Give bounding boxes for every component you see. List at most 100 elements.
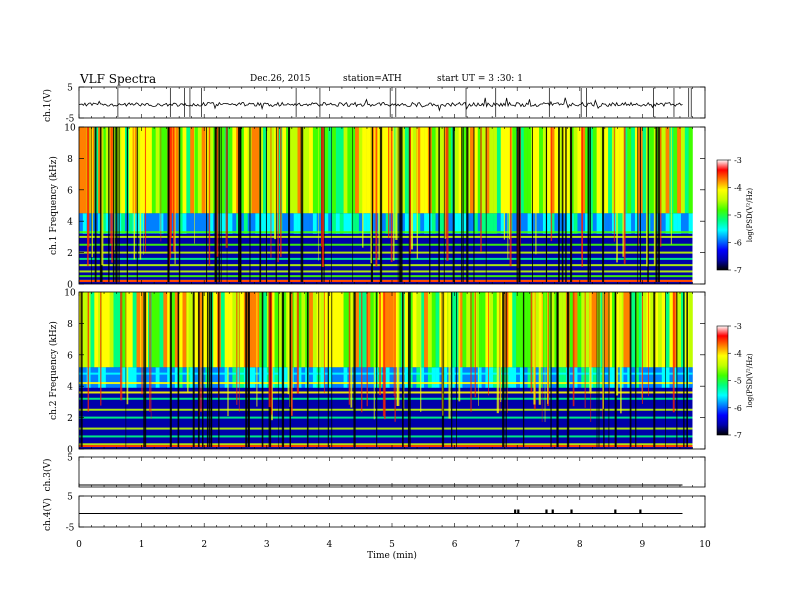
spectrogram-event xyxy=(206,292,209,447)
x-tick-label: 4 xyxy=(327,540,333,550)
spectrogram-event xyxy=(173,127,176,252)
spectrogram-column-mid xyxy=(504,213,509,234)
spectrogram-column-mid xyxy=(312,213,318,234)
spectrogram-column-mid xyxy=(631,213,636,234)
spectrogram-event xyxy=(446,127,449,261)
spectrogram-column xyxy=(240,127,245,214)
spectrogram-column-mid xyxy=(562,213,567,234)
spectrogram-column xyxy=(416,127,421,214)
spectrogram-column-mid xyxy=(266,213,272,234)
spectrogram-column xyxy=(477,127,482,214)
spectrogram-column xyxy=(608,292,613,368)
spectrogram-column-mid xyxy=(604,367,609,388)
spectrogram-column xyxy=(462,292,467,368)
spectrogram-column-mid xyxy=(404,213,410,234)
spectrogram-event xyxy=(533,292,536,405)
spectrogram-column-mid xyxy=(458,213,463,234)
spectrogram-column-mid xyxy=(243,213,249,234)
spectrogram-column xyxy=(523,127,528,214)
spectrogram-column xyxy=(274,292,279,368)
station-label: station=ATH xyxy=(343,74,402,84)
spectrogram-column-mid xyxy=(489,367,494,388)
spectrogram-column-mid xyxy=(627,367,632,388)
spectrogram-event xyxy=(616,127,618,263)
spectrogram-column xyxy=(631,292,636,368)
spectrogram-column-mid xyxy=(343,213,348,234)
spectrogram-column xyxy=(335,292,341,368)
spectrogram-column-mid xyxy=(259,213,264,234)
spectrogram-event xyxy=(192,292,195,447)
spectrogram-column xyxy=(232,127,237,214)
spectrogram-column xyxy=(297,127,302,214)
spectrogram-event xyxy=(394,292,396,422)
spectrogram-column-mid xyxy=(481,367,486,388)
spectrogram-column xyxy=(355,127,360,214)
spectrogram-event xyxy=(149,292,151,412)
spectrogram-column-mid xyxy=(259,367,264,388)
spectrogram-column xyxy=(236,292,241,368)
spectrogram-column xyxy=(650,127,655,214)
spectrogram-event xyxy=(589,127,591,282)
panel-bg xyxy=(79,457,705,487)
spectrogram-column-mid xyxy=(312,367,318,388)
spectrogram-event xyxy=(382,292,385,417)
date-label: Dec.26, 2015 xyxy=(250,74,311,84)
spectrogram-event xyxy=(556,292,558,447)
spectrogram-column xyxy=(109,292,114,368)
spectrogram-column-mid xyxy=(481,213,486,234)
spectrogram-column xyxy=(355,292,360,368)
spectrogram-column xyxy=(362,127,367,214)
spectrogram-column-mid xyxy=(408,367,413,388)
spectrogram-column-mid xyxy=(174,213,179,234)
spectrogram-column-mid xyxy=(297,367,302,388)
spectrogram-column xyxy=(527,127,532,214)
spectrogram-column xyxy=(144,292,149,368)
spectrogram-event xyxy=(550,292,552,447)
spectrogram-event xyxy=(620,292,622,414)
ch4-pulse xyxy=(514,509,517,514)
ch3-y-label: ch.3(V) xyxy=(42,459,53,492)
spectrogram-column-mid xyxy=(420,367,425,388)
spectrogram-event xyxy=(545,127,547,282)
spectrogram-column-mid xyxy=(255,213,260,234)
spectrogram-column xyxy=(588,127,594,214)
spectrogram-column xyxy=(623,292,628,368)
spectrogram-column-mid xyxy=(680,213,686,234)
spectrogram-column xyxy=(508,292,513,368)
spectrogram-column xyxy=(113,292,118,368)
spectrogram-event xyxy=(646,127,648,267)
spectrogram-column-mid xyxy=(190,213,195,234)
spectrogram-column xyxy=(263,292,268,368)
spectrogram-event xyxy=(259,127,262,282)
colorbar-tick-label: -6 xyxy=(734,404,742,413)
ch4-pulse xyxy=(614,509,617,514)
spectrogram-event xyxy=(350,292,353,408)
spectrogram-column-mid xyxy=(121,213,126,234)
spectrogram-column xyxy=(385,127,390,214)
spectrogram-event xyxy=(275,127,277,282)
spectrogram-event xyxy=(378,127,380,260)
spectrogram-column-mid xyxy=(358,213,364,234)
spectrogram-column-mid xyxy=(301,213,306,234)
spectrogram-column xyxy=(270,127,275,214)
spectrogram-column xyxy=(657,127,663,214)
spectrogram-column xyxy=(634,292,640,368)
ch4-pulse xyxy=(570,509,573,514)
spectrogram-column-mid xyxy=(82,213,87,234)
spectrogram-column xyxy=(209,127,214,214)
spectrogram-ch1 xyxy=(79,127,693,284)
spectrogram-event xyxy=(470,292,472,412)
spectrogram-column-mid xyxy=(113,367,118,388)
spectrogram-event xyxy=(323,292,325,393)
spectrogram-column-mid xyxy=(677,367,682,388)
spectrogram-column xyxy=(558,127,563,214)
spectrogram-event xyxy=(485,127,487,282)
spectrogram-event xyxy=(518,127,521,282)
spectrogram-column xyxy=(450,292,456,368)
colorbar-tick-label: -3 xyxy=(734,156,742,165)
spectrogram-event xyxy=(660,127,662,247)
spectrogram-column xyxy=(335,127,341,214)
spectrogram-column-mid xyxy=(293,367,298,388)
spectrogram-event xyxy=(139,127,142,260)
